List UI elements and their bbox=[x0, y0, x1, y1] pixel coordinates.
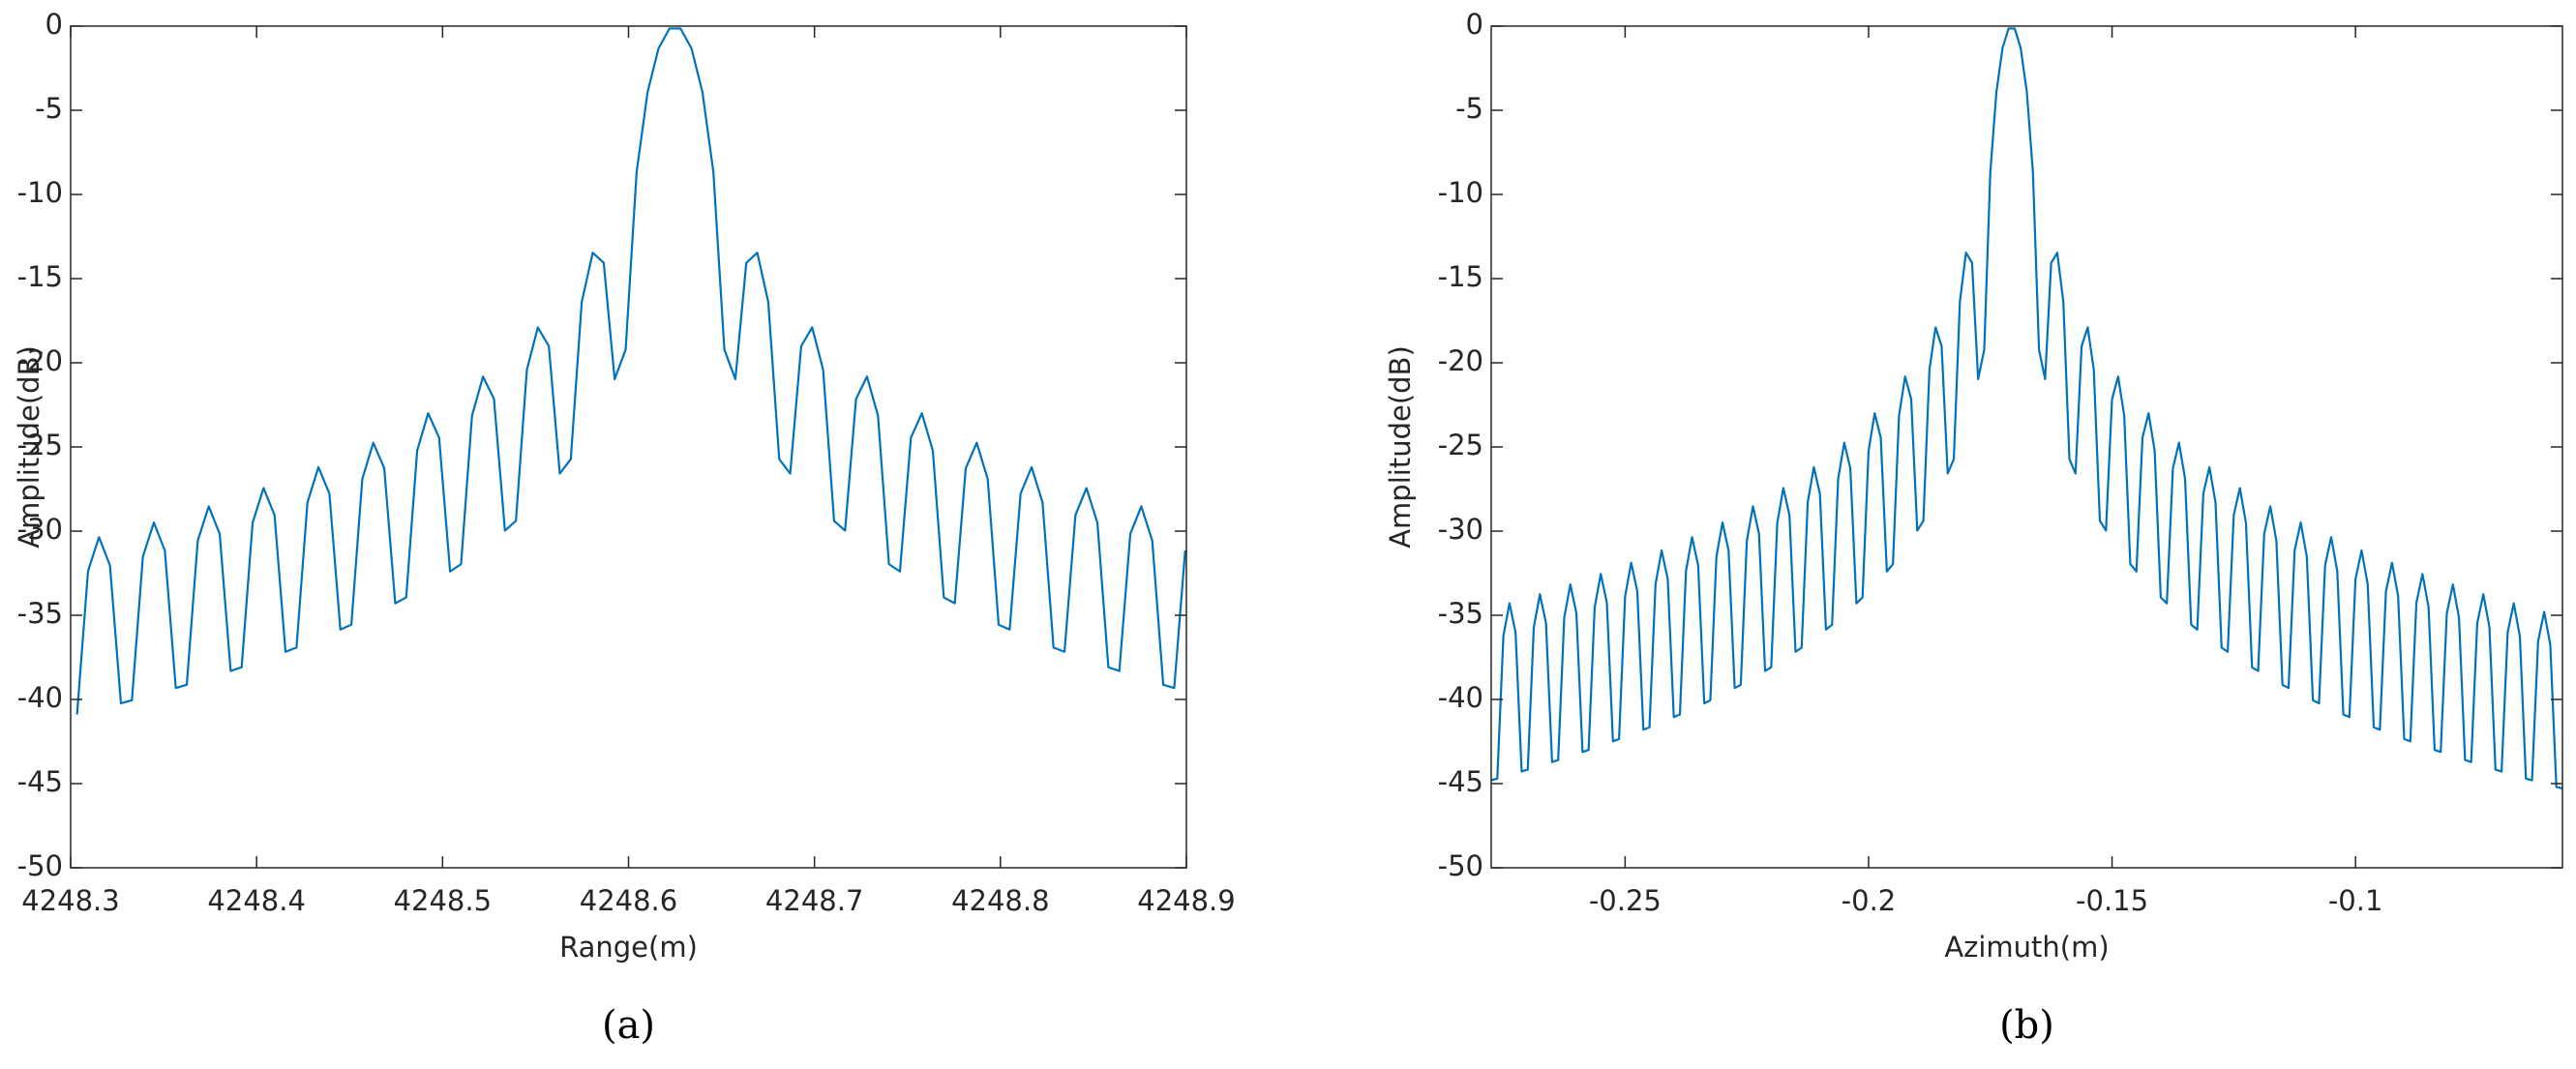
y-tick-label: -20 bbox=[17, 344, 63, 377]
y-tick-label: -10 bbox=[1438, 176, 1483, 209]
y-tick-label: -15 bbox=[17, 260, 63, 293]
x-tick-label: -0.25 bbox=[1589, 884, 1662, 917]
x-tick-label: 4248.4 bbox=[207, 884, 305, 917]
x-tick-label: 4248.9 bbox=[1137, 884, 1235, 917]
y-tick-label: -40 bbox=[17, 681, 63, 714]
x-tick-label: -0.15 bbox=[2076, 884, 2148, 917]
y-tick-label: -10 bbox=[17, 176, 63, 209]
y-tick-label: 0 bbox=[1466, 8, 1483, 41]
y-tick-label: -20 bbox=[1438, 344, 1483, 377]
x-axis-label: Azimuth(m) bbox=[1944, 931, 2109, 964]
data-line bbox=[1491, 27, 2562, 790]
y-tick-label: -50 bbox=[1438, 849, 1483, 882]
y-tick-label: -5 bbox=[1455, 92, 1483, 125]
plot-frame bbox=[70, 25, 1187, 869]
y-axis-label: Amplitude(dB) bbox=[1384, 345, 1417, 549]
x-axis-label: Range(m) bbox=[559, 931, 698, 964]
y-tick-label: -35 bbox=[1438, 597, 1483, 630]
x-tick-label: 4248.6 bbox=[580, 884, 677, 917]
x-tick-label: 4248.8 bbox=[951, 884, 1049, 917]
y-tick-label: -30 bbox=[17, 513, 63, 546]
x-tick-label: -0.1 bbox=[2328, 884, 2383, 917]
y-axis-label: Amplitude(dB) bbox=[13, 345, 45, 549]
y-tick-label: -30 bbox=[1438, 513, 1483, 546]
y-tick-label: -25 bbox=[17, 429, 63, 461]
x-tick-label: 4248.5 bbox=[394, 884, 492, 917]
y-tick-label: -40 bbox=[1438, 681, 1483, 714]
y-tick-label: -45 bbox=[1438, 765, 1483, 798]
caption: (b) bbox=[1999, 1003, 2054, 1048]
y-tick-label: -5 bbox=[35, 92, 63, 125]
y-tick-label: -50 bbox=[17, 849, 63, 882]
y-tick-label: -45 bbox=[17, 765, 63, 798]
plot-frame bbox=[1490, 25, 2563, 869]
y-tick-label: -25 bbox=[1438, 429, 1483, 461]
y-tick-label: -35 bbox=[17, 597, 63, 630]
x-tick-label: 4248.7 bbox=[765, 884, 863, 917]
caption: (a) bbox=[602, 1003, 655, 1048]
y-tick-label: -15 bbox=[1438, 260, 1483, 293]
x-tick-label: 4248.3 bbox=[21, 884, 119, 917]
x-tick-label: -0.2 bbox=[1842, 884, 1897, 917]
y-tick-label: 0 bbox=[45, 8, 63, 41]
data-line bbox=[75, 27, 1186, 715]
